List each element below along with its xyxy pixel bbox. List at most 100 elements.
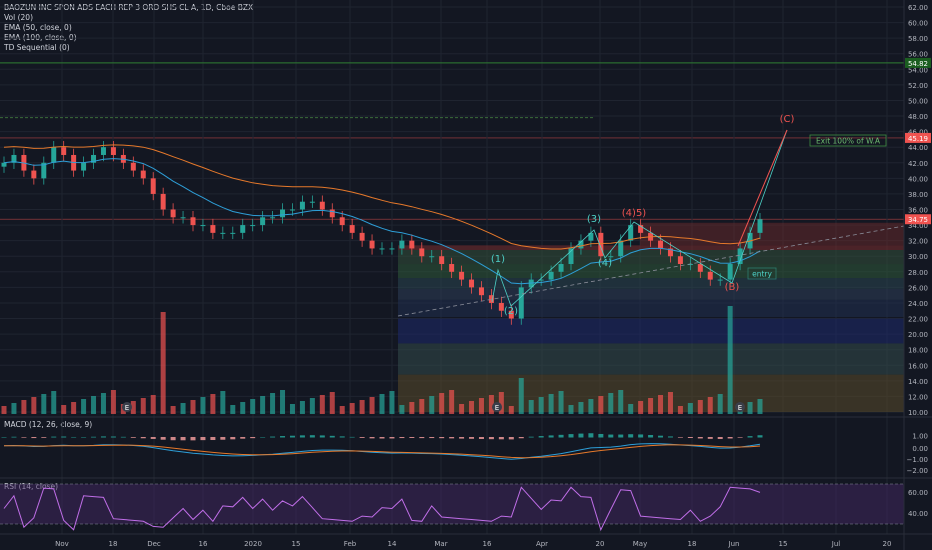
candle-body [51, 147, 57, 163]
macd-hist-bar [667, 436, 673, 438]
macd-label[interactable]: MACD (12, 26, close, 9) [4, 420, 93, 429]
volume-bar [667, 392, 673, 414]
candle-body [449, 264, 455, 272]
macd-hist-bar [120, 436, 126, 438]
volume-bar [658, 395, 664, 414]
volume-bar [130, 401, 136, 414]
candle-body [459, 271, 465, 280]
macd-hist-bar [61, 436, 67, 438]
ema-lines [3, 144, 761, 285]
price-tick: 34.00 [908, 222, 928, 230]
price-tick: 30.00 [908, 253, 928, 261]
time-tick: May [633, 540, 647, 548]
candle-body [349, 225, 355, 233]
wave-label: (C) [780, 114, 795, 125]
macd-tick: −1.00 [907, 456, 928, 464]
macd-hist-bar [558, 434, 564, 438]
time-tick: 20 [883, 540, 892, 548]
price-tick: 46.00 [908, 129, 928, 137]
volume-bar [618, 390, 624, 414]
volume-bar [747, 402, 753, 414]
rsi-label[interactable]: RSI (14, close) [4, 482, 59, 491]
candle-body [31, 170, 37, 179]
volume-bar [568, 405, 574, 414]
candle-body [289, 209, 295, 211]
volume-bar [548, 394, 554, 414]
macd-hist-bar [757, 435, 763, 438]
candle-body [498, 302, 504, 311]
volume-bar [190, 400, 196, 414]
volume-bar [280, 390, 286, 414]
volume-bar [319, 395, 325, 414]
macd-hist-bar [478, 437, 484, 440]
price-tick: 36.00 [908, 207, 928, 215]
volume-bar [687, 403, 693, 414]
time-tick: Jun [728, 540, 740, 548]
earnings-marker [122, 402, 132, 412]
candle-body [508, 310, 514, 319]
price-badge-label: 34.75 [908, 216, 928, 224]
macd-hist-bar [449, 437, 455, 439]
wave-path [491, 129, 788, 307]
time-tick: 20 [596, 540, 605, 548]
candle-body [140, 170, 146, 179]
macd-hist-bar [319, 435, 325, 438]
macd-hist-bar [170, 437, 176, 441]
candle-body [439, 256, 445, 265]
fib-zone [398, 318, 904, 344]
indicator-vol[interactable]: Vol (20) [4, 13, 34, 22]
time-tick: 15 [292, 540, 301, 548]
time-tick: 16 [483, 540, 492, 548]
macd-hist-bar [130, 437, 136, 438]
exit-label: Exit 100% of W.A [816, 137, 881, 146]
volume-bar [210, 394, 216, 414]
macd-hist-bar [220, 437, 226, 440]
ema50-line [3, 158, 761, 285]
macd-hist-bar [210, 437, 216, 441]
macd-hist-bar [439, 437, 445, 439]
macd-hist-bar [270, 436, 276, 438]
macd-hist-bar [309, 435, 315, 438]
trend-line [397, 225, 905, 317]
rsi-tick: 40.00 [908, 510, 928, 518]
volume-bar [508, 406, 514, 414]
wave-label: (2) [504, 306, 518, 317]
indicator-ema100[interactable]: EMA (100, close, 0) [4, 33, 77, 42]
macd-hist-bar [180, 437, 186, 441]
volume-bar [389, 391, 395, 414]
price-tick: 26.00 [908, 284, 928, 292]
time-tick: Nov [55, 540, 69, 548]
volume-bar [110, 390, 116, 414]
volume-bar [71, 402, 77, 414]
candle-body [618, 240, 624, 257]
time-tick: Dec [147, 540, 161, 548]
price-tick: 22.00 [908, 316, 928, 324]
macd-hist-bar [51, 436, 57, 438]
macd-tick: −2.00 [907, 467, 928, 475]
indicator-td[interactable]: TD Sequential (0) [4, 43, 70, 52]
candle-body [260, 217, 266, 226]
candle-body [737, 248, 743, 265]
candle-body [200, 225, 206, 227]
price-tick: 60.00 [908, 20, 928, 28]
volume-bar [409, 402, 415, 414]
candle-body [608, 256, 614, 258]
macd-pane [1, 433, 763, 460]
volume-bar [349, 403, 355, 414]
candle-body [220, 232, 226, 234]
macd-hist-bar [31, 437, 37, 439]
macd-hist-bar [329, 435, 335, 438]
macd-hist-bar [299, 435, 305, 438]
wave-c-line [737, 129, 788, 247]
candle-body [707, 271, 713, 280]
macd-hist-bar [568, 434, 574, 438]
candle-body [677, 256, 683, 265]
indicator-ema50[interactable]: EMA (50, close, 0) [4, 23, 72, 32]
volume-bar [200, 397, 206, 414]
volume-bar [270, 393, 276, 414]
volume-bar [1, 406, 7, 414]
volume-bar [299, 401, 305, 414]
price-tick: 58.00 [908, 35, 928, 43]
